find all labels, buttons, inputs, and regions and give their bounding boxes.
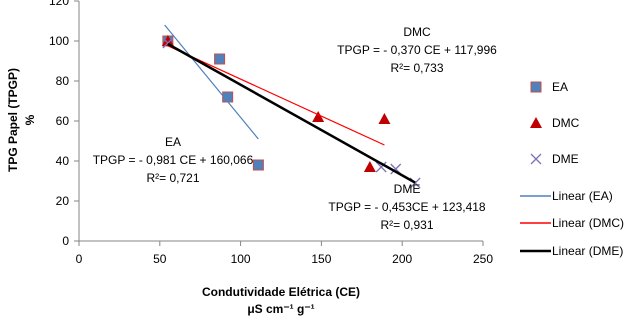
trend-line — [164, 24, 259, 140]
y-tick-label: 40 — [56, 154, 70, 168]
y-axis-label: TPG Papel (TPGP) — [6, 68, 20, 172]
y-tick-label: 120 — [49, 0, 69, 8]
annotation: TPGP = - 0,370 CE + 117,996 — [337, 43, 497, 57]
x-tick-label: 100 — [231, 252, 251, 266]
data-point — [214, 53, 226, 65]
legend-marker — [530, 153, 542, 165]
annotation: EA — [165, 135, 181, 149]
x-tick-label: 50 — [153, 252, 167, 266]
x-axis-label: μS cm⁻¹ g⁻¹ — [247, 302, 314, 316]
annotation: TPGP = - 0,453CE + 123,418 — [328, 200, 486, 214]
legend-label: EA — [552, 80, 568, 94]
legend-label: Linear (EA) — [552, 189, 613, 203]
x-tick-label: 200 — [392, 252, 412, 266]
trend-line — [167, 42, 416, 184]
x-tick-label: 250 — [473, 252, 493, 266]
data-point — [375, 161, 387, 173]
data-point — [252, 159, 264, 171]
annotation: DMC — [403, 25, 431, 39]
x-axis-label: Condutividade Elétrica (CE) — [202, 285, 360, 299]
legend-label: Linear (DME) — [552, 244, 623, 258]
legend-marker — [530, 81, 542, 93]
annotation: R²= 0,721 — [146, 171, 199, 185]
y-tick-label: 80 — [56, 74, 70, 88]
legend-marker — [530, 117, 542, 128]
y-tick-label: 20 — [56, 194, 70, 208]
data-point — [378, 113, 391, 124]
y-axis-label: % — [23, 114, 37, 125]
data-point — [312, 111, 325, 122]
y-tick-label: 60 — [56, 114, 70, 128]
legend-label: DMC — [552, 116, 580, 130]
y-tick-label: 0 — [62, 234, 69, 248]
data-point — [363, 161, 376, 172]
annotation: R²= 0,733 — [390, 61, 443, 75]
legend-label: DME — [552, 152, 579, 166]
x-tick-label: 150 — [311, 252, 331, 266]
trend-line — [167, 45, 385, 146]
annotation: R²= 0,931 — [380, 218, 433, 232]
annotation: DME — [394, 182, 421, 196]
legend-label: Linear (DMC) — [552, 216, 624, 230]
y-tick-label: 100 — [49, 34, 69, 48]
annotation: TPGP = - 0,981 CE + 160,066 — [93, 153, 254, 167]
data-point — [161, 35, 174, 46]
x-tick-label: 0 — [76, 252, 83, 266]
